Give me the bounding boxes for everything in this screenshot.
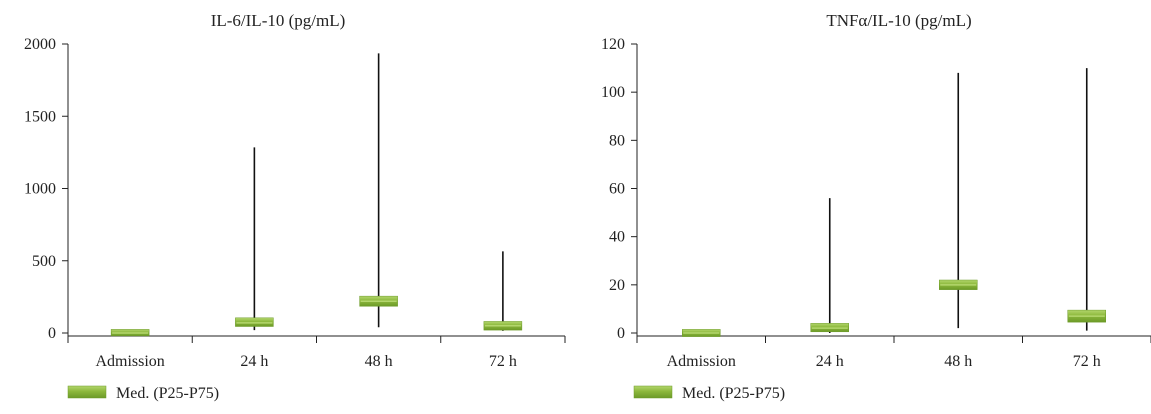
legend-swatch — [67, 385, 107, 399]
x-tick-label: 24 h — [816, 353, 844, 370]
y-tick-label: 2000 — [24, 36, 56, 53]
chart-svg-left: IL-6/IL-10 (pg/mL) 0 500 1000 1500 2000 Admiss… — [24, 11, 566, 402]
y-tick-label: 0 — [48, 325, 56, 342]
y-tick-label: 60 — [609, 181, 625, 198]
x-tick-label: 48 h — [365, 353, 393, 370]
legend-label: Med. (P25-P75) — [116, 385, 219, 402]
x-tick-label: Admission — [667, 353, 736, 370]
y-tick-label: 500 — [32, 253, 56, 270]
x-tick-label: 48 h — [944, 353, 972, 370]
y-tick-label: 120 — [601, 36, 625, 53]
chart-panel-il6-il10: IL-6/IL-10 (pg/mL) 0 500 1000 1500 2000 Admiss… — [0, 0, 575, 414]
y-tick-label: 40 — [609, 229, 625, 246]
chart-panel-tnfa-il10: TNFα/IL-10 (pg/mL) 0 20 40 60 80 100 120 Admissi… — [576, 0, 1151, 414]
chart-svg-right: TNFα/IL-10 (pg/mL) 0 20 40 60 80 100 120 Admissi… — [601, 11, 1151, 402]
x-tick-label: 72 h — [1073, 353, 1101, 370]
chart-title: TNFα/IL-10 (pg/mL) — [826, 11, 971, 30]
legend: Med. (P25-P75) — [633, 385, 785, 402]
legend-swatch — [633, 385, 673, 399]
legend: Med. (P25-P75) — [67, 385, 219, 402]
y-tick-label: 100 — [601, 84, 625, 101]
y-tick-label: 1000 — [24, 181, 56, 198]
y-tick-label: 1500 — [24, 108, 56, 125]
x-tick-label: 24 h — [240, 353, 268, 370]
legend-label: Med. (P25-P75) — [682, 385, 785, 402]
chart-title: IL-6/IL-10 (pg/mL) — [211, 11, 346, 30]
y-tick-label: 20 — [609, 277, 625, 294]
y-tick-label: 80 — [609, 132, 625, 149]
y-tick-label: 0 — [617, 325, 625, 342]
x-tick-label: Admission — [95, 353, 164, 370]
x-tick-label: 72 h — [489, 353, 517, 370]
